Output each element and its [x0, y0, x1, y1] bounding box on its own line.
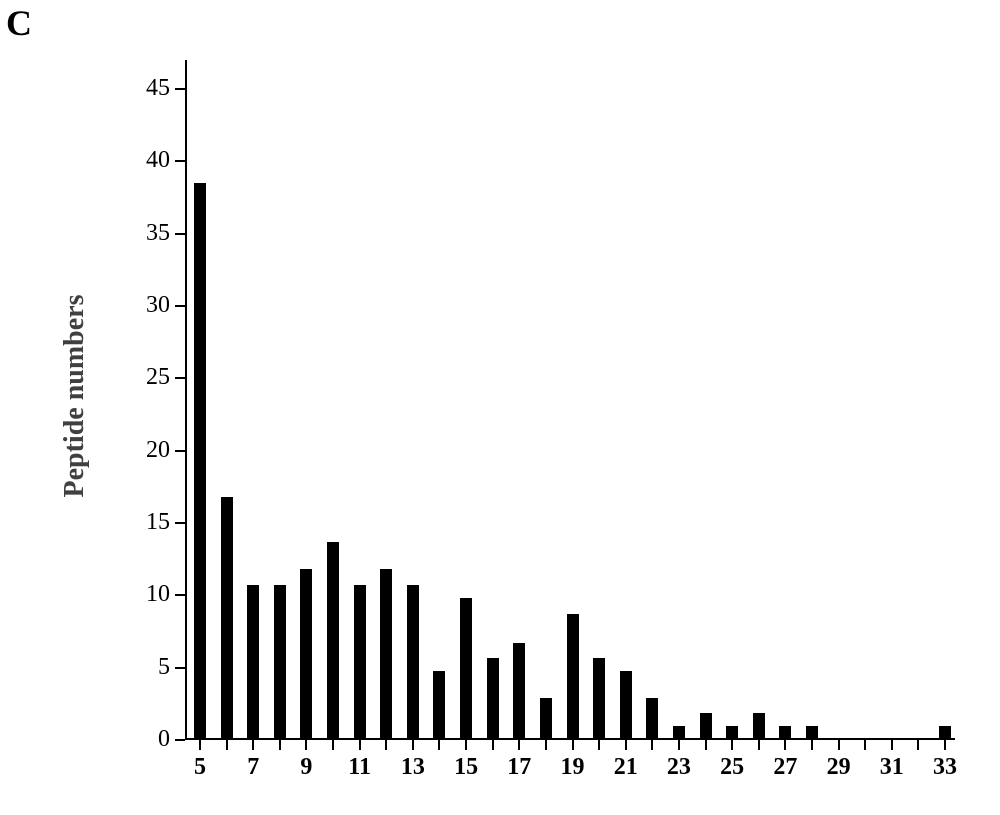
x-tick: [465, 740, 467, 750]
y-tick-label: 5: [115, 654, 170, 681]
x-tick: [279, 740, 281, 750]
y-tick-label: 45: [115, 75, 170, 102]
x-tick-label: 33: [920, 754, 970, 781]
bar: [726, 726, 738, 740]
x-tick: [598, 740, 600, 750]
bar: [806, 726, 818, 740]
bar: [354, 585, 366, 740]
bar-chart: Peptide numbers 051015202530354045579111…: [0, 0, 1000, 815]
x-tick-label: 7: [228, 754, 278, 781]
y-tick-label: 0: [115, 726, 170, 753]
bar: [247, 585, 259, 740]
y-tick-label: 10: [115, 581, 170, 608]
x-tick-label: 13: [388, 754, 438, 781]
y-tick: [175, 233, 185, 235]
x-tick: [572, 740, 574, 750]
x-tick: [811, 740, 813, 750]
y-tick: [175, 739, 185, 741]
x-tick-label: 9: [281, 754, 331, 781]
y-tick-label: 20: [115, 437, 170, 464]
bar: [567, 614, 579, 740]
x-tick: [944, 740, 946, 750]
bar: [221, 497, 233, 740]
y-tick-label: 35: [115, 220, 170, 247]
bar: [380, 569, 392, 740]
x-tick-label: 21: [601, 754, 651, 781]
x-tick: [784, 740, 786, 750]
bar: [540, 698, 552, 740]
x-tick-label: 25: [707, 754, 757, 781]
bar: [646, 698, 658, 740]
x-tick: [226, 740, 228, 750]
x-tick: [305, 740, 307, 750]
bar: [300, 569, 312, 740]
x-tick-label: 27: [760, 754, 810, 781]
y-tick: [175, 377, 185, 379]
bar: [700, 713, 712, 740]
x-tick: [438, 740, 440, 750]
x-tick: [864, 740, 866, 750]
x-tick: [518, 740, 520, 750]
y-tick-label: 40: [115, 147, 170, 174]
x-tick: [678, 740, 680, 750]
bar: [194, 183, 206, 740]
x-tick-label: 15: [441, 754, 491, 781]
bar: [779, 726, 791, 740]
bar: [673, 726, 685, 740]
bar: [487, 658, 499, 740]
x-tick: [385, 740, 387, 750]
x-tick: [705, 740, 707, 750]
bar: [753, 713, 765, 740]
y-tick: [175, 88, 185, 90]
x-tick: [917, 740, 919, 750]
y-tick: [175, 450, 185, 452]
x-tick-label: 31: [867, 754, 917, 781]
x-tick: [758, 740, 760, 750]
y-tick-label: 25: [115, 364, 170, 391]
bar: [513, 643, 525, 740]
x-tick: [492, 740, 494, 750]
y-axis-label: Peptide numbers: [59, 246, 91, 546]
bar: [433, 671, 445, 740]
y-tick: [175, 594, 185, 596]
x-tick: [651, 740, 653, 750]
y-tick: [175, 522, 185, 524]
x-tick: [412, 740, 414, 750]
x-tick-label: 17: [494, 754, 544, 781]
bar: [620, 671, 632, 740]
y-tick-label: 30: [115, 292, 170, 319]
x-tick: [252, 740, 254, 750]
x-tick-label: 11: [335, 754, 385, 781]
y-tick: [175, 667, 185, 669]
x-tick: [332, 740, 334, 750]
x-tick: [359, 740, 361, 750]
x-tick: [838, 740, 840, 750]
x-tick: [731, 740, 733, 750]
x-tick-label: 29: [814, 754, 864, 781]
x-tick: [891, 740, 893, 750]
bar: [939, 726, 951, 740]
x-tick-label: 23: [654, 754, 704, 781]
bar: [274, 585, 286, 740]
y-tick-label: 15: [115, 509, 170, 536]
y-tick: [175, 160, 185, 162]
x-tick: [545, 740, 547, 750]
bar: [460, 598, 472, 740]
y-tick: [175, 305, 185, 307]
bar: [407, 585, 419, 740]
x-tick-label: 5: [175, 754, 225, 781]
plot-area: [185, 60, 955, 740]
bar: [327, 542, 339, 740]
x-tick: [625, 740, 627, 750]
x-tick: [199, 740, 201, 750]
x-tick-label: 19: [548, 754, 598, 781]
bar: [593, 658, 605, 740]
